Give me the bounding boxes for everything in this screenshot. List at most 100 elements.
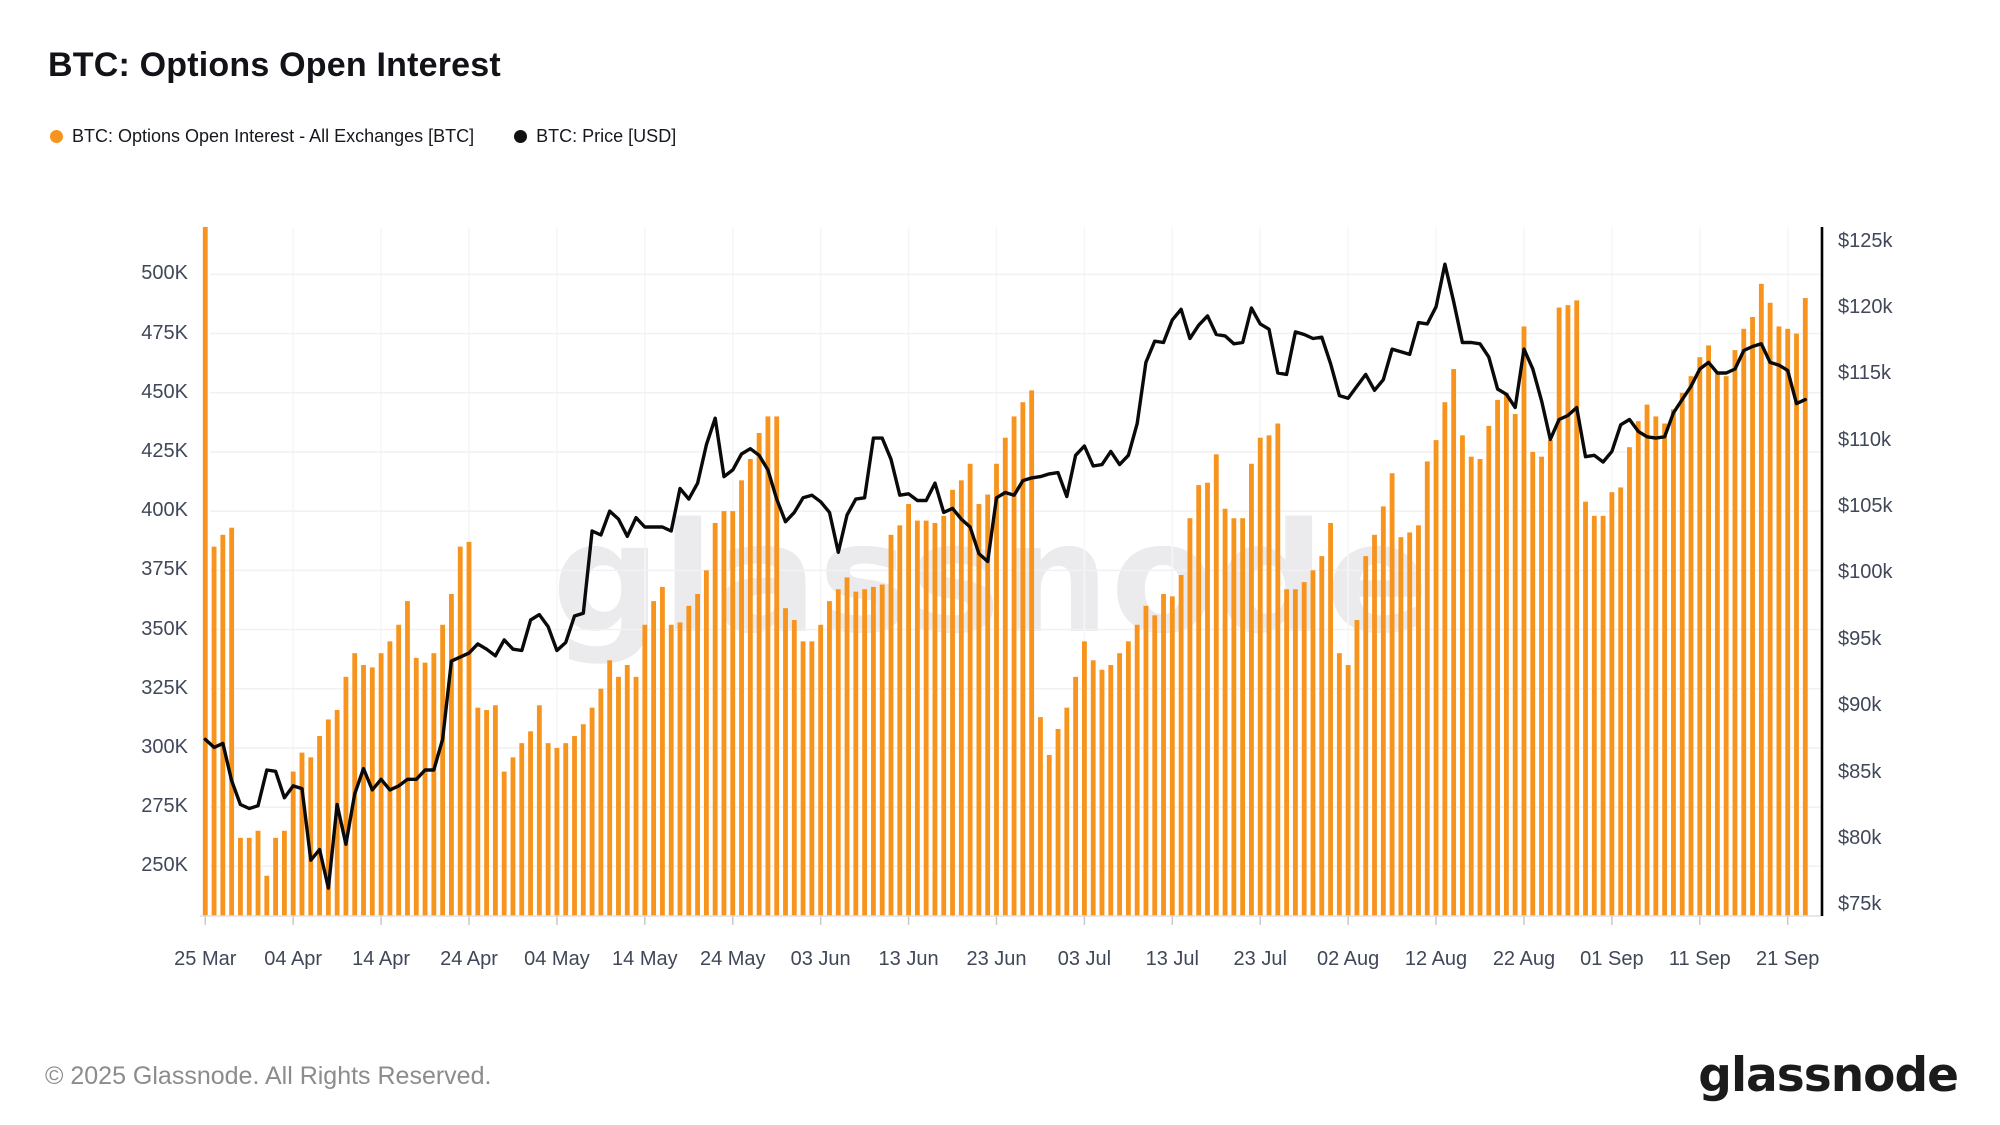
oi-bar xyxy=(1451,369,1457,916)
oi-bar xyxy=(352,653,358,916)
oi-bar xyxy=(1055,728,1061,916)
oi-bar xyxy=(1134,624,1140,916)
oi-bar xyxy=(1389,473,1395,916)
oi-bar xyxy=(378,653,384,916)
oi-bar xyxy=(1433,440,1439,916)
oi-bar xyxy=(1583,501,1588,916)
oi-bar xyxy=(1785,328,1791,916)
oi-bar xyxy=(1565,305,1571,916)
oi-bar xyxy=(1741,328,1747,916)
left-axis-tick-label: 400K xyxy=(141,499,188,522)
oi-bar xyxy=(1556,307,1562,916)
oi-bar xyxy=(1697,357,1703,916)
oi-bar xyxy=(765,416,771,916)
oi-bar xyxy=(1301,582,1307,916)
left-axis-tick-label: 475K xyxy=(141,321,188,344)
oi-bar xyxy=(1336,653,1342,916)
oi-bar xyxy=(791,620,797,916)
oi-bar xyxy=(844,577,850,916)
x-axis-tick-label: 11 Sep xyxy=(1668,948,1731,970)
oi-bar xyxy=(501,771,507,916)
oi-bar xyxy=(1222,508,1228,916)
oi-bar xyxy=(1627,447,1632,916)
oi-bar xyxy=(1284,589,1290,916)
oi-bar xyxy=(1671,409,1676,916)
oi-bar xyxy=(747,459,753,916)
oi-bar xyxy=(1345,665,1351,916)
oi-bar xyxy=(536,705,542,916)
oi-bar xyxy=(1776,326,1782,916)
oi-bar xyxy=(246,837,252,916)
oi-bar xyxy=(1460,435,1465,916)
oi-bar xyxy=(1249,463,1254,916)
left-axis-tick-label: 375K xyxy=(141,558,188,581)
oi-bar xyxy=(1231,518,1237,916)
right-axis-tick-label: $115k xyxy=(1838,362,1892,385)
oi-bar xyxy=(1398,537,1404,916)
oi-bar xyxy=(668,624,674,916)
oi-bar xyxy=(1723,376,1729,917)
oi-bar xyxy=(1767,302,1773,916)
right-axis-tick-label: $85k xyxy=(1838,760,1882,783)
oi-bar xyxy=(958,480,964,916)
oi-bar xyxy=(299,752,305,916)
oi-bar xyxy=(1503,392,1509,916)
oi-bar xyxy=(642,624,648,916)
right-axis-tick-label: $120k xyxy=(1838,295,1893,318)
oi-bar xyxy=(1591,515,1597,916)
oi-bar xyxy=(273,837,279,916)
x-axis-tick-label: 04 Apr xyxy=(264,948,323,970)
oi-bar xyxy=(598,688,604,916)
oi-bar xyxy=(1495,399,1501,916)
legend-dot-black-icon xyxy=(514,130,528,143)
oi-bar xyxy=(1416,525,1421,916)
legend-item-open-interest[interactable]: BTC: Options Open Interest - All Exchang… xyxy=(50,126,474,147)
oi-bar xyxy=(1547,440,1553,916)
oi-bar xyxy=(1292,589,1298,916)
oi-bar xyxy=(774,416,780,916)
oi-bar xyxy=(660,586,665,916)
chart-canvas[interactable] xyxy=(200,227,1826,930)
left-axis-tick-label: 500K xyxy=(141,262,188,285)
oi-bar xyxy=(835,589,841,916)
x-axis-tick-label: 22 Aug xyxy=(1492,948,1556,970)
open-interest-bars xyxy=(202,227,1808,917)
oi-bar xyxy=(1644,404,1650,916)
oi-bar xyxy=(870,586,876,916)
price-line xyxy=(203,262,1808,890)
oi-bar xyxy=(1011,416,1017,916)
oi-bar xyxy=(457,546,463,916)
oi-bar xyxy=(317,736,322,916)
oi-bar xyxy=(616,676,621,916)
oi-bar xyxy=(1240,518,1246,916)
oi-bar xyxy=(1424,461,1430,916)
legend-item-price[interactable]: BTC: Price [USD] xyxy=(514,126,676,147)
oi-bar xyxy=(1512,414,1518,916)
right-axis-tick-label: $75k xyxy=(1838,893,1882,916)
oi-bar xyxy=(431,653,437,916)
chart-plot-area[interactable]: glassnode xyxy=(200,227,1824,925)
oi-bar xyxy=(440,624,446,916)
oi-bar xyxy=(1328,522,1333,916)
oi-bar xyxy=(923,520,929,916)
oi-bar xyxy=(572,736,577,916)
oi-bar xyxy=(985,494,991,916)
oi-bar xyxy=(343,676,349,916)
oi-bar xyxy=(211,546,217,916)
copyright-text: © 2025 Glassnode. All Rights Reserved. xyxy=(45,1062,492,1090)
oi-bar xyxy=(281,830,287,916)
oi-bar xyxy=(1574,300,1580,916)
oi-bar xyxy=(1125,641,1131,916)
page-title: BTC: Options Open Interest xyxy=(48,46,501,84)
oi-bar xyxy=(1609,492,1615,916)
oi-bar xyxy=(1653,416,1659,916)
left-axis-tick-label: 450K xyxy=(141,380,188,403)
oi-bar xyxy=(1310,570,1316,916)
oi-bar xyxy=(712,522,718,916)
oi-bar xyxy=(1064,707,1070,916)
x-axis-tick-label: 13 Jun xyxy=(878,948,939,970)
oi-bar xyxy=(1706,345,1712,916)
oi-bar xyxy=(387,641,393,916)
oi-bar xyxy=(932,522,938,916)
oi-bar xyxy=(1046,754,1052,916)
